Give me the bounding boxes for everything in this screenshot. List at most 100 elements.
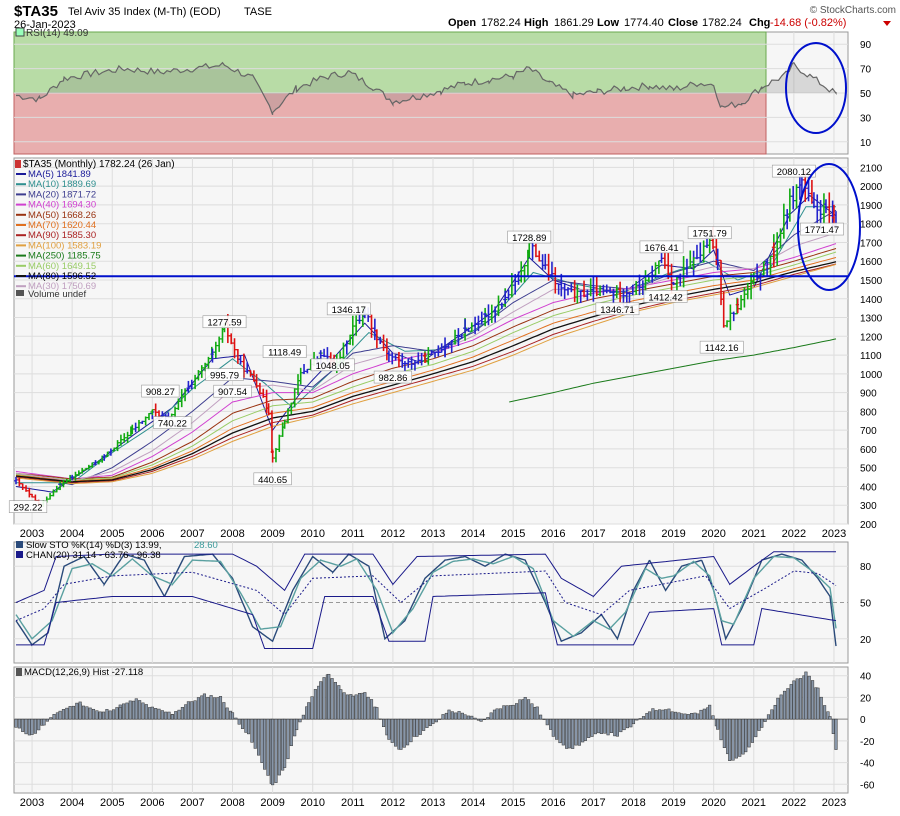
sto-legend-d: 28.60 <box>194 540 218 551</box>
macd-hist-bar <box>493 710 496 719</box>
macd-hist-bar <box>126 703 129 719</box>
price-tick-label: 1600 <box>860 257 883 268</box>
price-tick-label: 1300 <box>860 314 883 325</box>
macd-hist-bar <box>426 719 429 728</box>
macd-hist-bar <box>138 700 141 719</box>
macd-hist-bar <box>43 719 46 725</box>
macd-hist-bar <box>758 719 761 730</box>
macd-hist-bar <box>832 719 835 734</box>
macd-hist-bar <box>584 719 587 740</box>
price-x-tick-label: 2011 <box>341 528 365 540</box>
macd-hist-bar <box>206 697 209 719</box>
macd-hist-bar <box>323 677 326 719</box>
price-label: 1412.42 <box>648 292 682 303</box>
macd-tick-label: 0 <box>860 715 866 726</box>
macd-hist-bar <box>613 719 616 736</box>
macd-hist-bar <box>416 719 419 736</box>
macd-hist-bar <box>231 713 234 720</box>
macd-hist-bar <box>587 719 590 738</box>
macd-legend: MACD(12,26,9) Hist -27.118 <box>24 667 143 678</box>
macd-hist-bar <box>171 715 174 719</box>
macd-legend-icon <box>16 668 22 676</box>
macd-x-tick-label: 2006 <box>140 797 164 809</box>
macd-hist-bar <box>626 719 629 728</box>
macd-hist-bar <box>122 704 125 719</box>
rsi-tick-label: 10 <box>860 138 872 149</box>
macd-hist-bar <box>754 719 757 737</box>
macd-hist-bar <box>314 689 317 719</box>
macd-hist-bar <box>319 682 322 720</box>
macd-hist-bar <box>591 719 594 736</box>
macd-hist-bar <box>406 719 409 745</box>
macd-hist-bar <box>646 713 649 719</box>
macd-x-tick-label: 2016 <box>541 797 565 809</box>
macd-hist-bar <box>307 703 310 720</box>
close-value: 1782.24 <box>702 17 742 29</box>
exchange: TASE <box>244 6 272 18</box>
macd-hist-bar <box>379 719 382 720</box>
macd-hist-bar <box>829 716 832 719</box>
rsi-tick-label: 70 <box>860 65 872 76</box>
macd-hist-bar <box>135 699 138 719</box>
price-tick-label: 700 <box>860 426 877 437</box>
macd-hist-bar <box>382 719 385 727</box>
price-label: 995.79 <box>210 371 239 382</box>
macd-hist-bar <box>581 719 584 742</box>
macd-hist-bar <box>394 719 397 746</box>
macd-x-tick-label: 2011 <box>341 797 365 809</box>
macd-hist-bar <box>690 713 693 719</box>
price-x-tick-label: 2016 <box>541 528 565 540</box>
macd-hist-bar <box>451 712 454 719</box>
macd-hist-bar <box>15 719 18 727</box>
macd-hist-bar <box>610 719 613 733</box>
macd-hist-bar <box>219 696 222 719</box>
macd-hist-bar <box>764 719 767 721</box>
macd-hist-bar <box>642 716 645 719</box>
macd-hist-bar <box>742 719 745 754</box>
price-tick-label: 2000 <box>860 182 883 193</box>
rsi-tick-label: 90 <box>860 40 872 51</box>
macd-hist-bar <box>735 719 738 758</box>
macd-hist-bar <box>151 707 154 719</box>
macd-hist-bar <box>376 707 379 719</box>
price-label: 982.86 <box>378 373 407 384</box>
macd-hist-bar <box>327 674 330 719</box>
macd-hist-bar <box>116 707 119 719</box>
rsi-legend: RSI(14) 49.09 <box>26 28 89 39</box>
price-x-tick-label: 2003 <box>20 528 44 540</box>
macd-hist-bar <box>664 710 667 720</box>
macd-hist-bar <box>594 719 597 734</box>
macd-hist-bar <box>247 719 250 734</box>
macd-hist-bar <box>835 719 838 749</box>
rsi-legend-swatch <box>16 28 24 36</box>
macd-hist-bar <box>245 719 248 732</box>
macd-hist-bar <box>461 713 464 719</box>
macd-hist-bar <box>515 704 518 720</box>
price-label: 1751.79 <box>692 229 726 240</box>
macd-hist-bar <box>799 678 802 719</box>
macd-hist-bar <box>299 719 302 722</box>
macd-hist-bar <box>496 709 499 719</box>
brand-mark: © StockCharts.com <box>810 5 896 16</box>
macd-hist-bar <box>86 707 89 719</box>
macd-hist-bar <box>820 697 823 719</box>
macd-hist-bar <box>787 689 790 720</box>
macd-hist-bar <box>49 718 52 720</box>
macd-x-tick-label: 2020 <box>701 797 725 809</box>
price-x-tick-label: 2018 <box>621 528 645 540</box>
macd-hist-bar <box>738 719 741 756</box>
macd-hist-bar <box>767 715 770 720</box>
macd-hist-bar <box>805 672 808 719</box>
chan-legend: CHAN(20) 31.14 - 63.76 - 96.38 <box>26 550 161 561</box>
macd-hist-bar <box>168 712 171 719</box>
macd-tick-label: -60 <box>860 780 875 791</box>
macd-hist-bar <box>37 719 40 730</box>
macd-hist-bar <box>565 719 568 748</box>
macd-hist-bar <box>238 719 241 724</box>
macd-hist-bar <box>712 716 715 719</box>
macd-hist-bar <box>142 703 145 719</box>
macd-hist-bar <box>413 719 416 736</box>
price-label: 1346.71 <box>600 305 634 316</box>
close-label: Close <box>668 17 698 29</box>
macd-hist-bar <box>636 719 639 720</box>
